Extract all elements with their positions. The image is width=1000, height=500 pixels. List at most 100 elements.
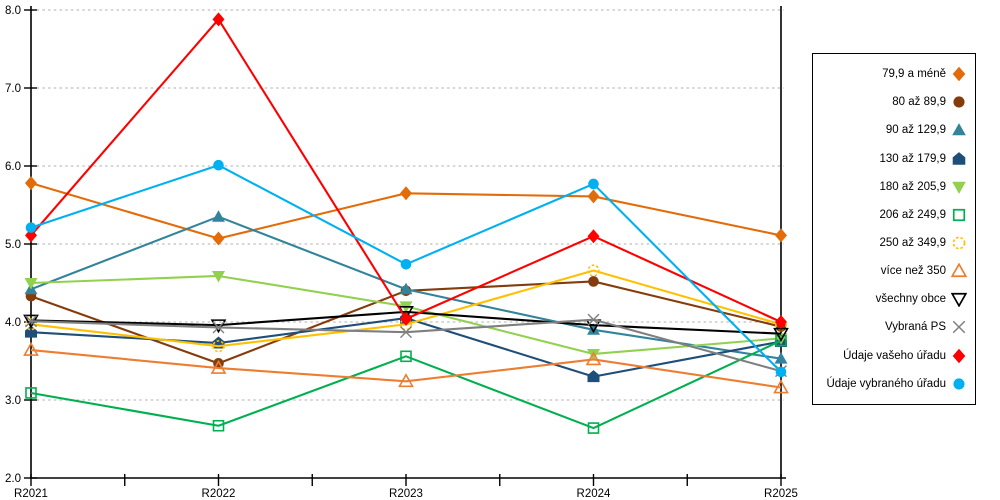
data-point <box>210 359 227 374</box>
series-8 <box>23 341 789 394</box>
pentagon-icon <box>952 151 966 165</box>
circle-open-dashed-icon <box>952 236 966 250</box>
legend-item: Údaje vašeho úřadu <box>817 348 967 364</box>
x-axis-tick-label: R2022 <box>202 488 236 500</box>
triangle-up-icon <box>952 123 966 136</box>
data-point <box>212 321 225 334</box>
circle-icon <box>953 378 965 390</box>
series-6 <box>25 334 787 434</box>
data-point <box>587 189 600 204</box>
data-point <box>775 366 787 378</box>
legend-label: Údaje vašeho úřadu <box>843 349 946 362</box>
triangle-down-icon <box>952 181 966 194</box>
data-point <box>212 270 225 283</box>
data-point <box>212 340 225 353</box>
y-axis-tick-label: 5.0 <box>5 239 21 251</box>
data-point <box>587 264 600 277</box>
legend-item: Vybraná PS <box>817 319 967 335</box>
series-line <box>30 18 782 323</box>
legend-item: všechny obce <box>817 291 967 308</box>
x-icon <box>952 321 966 334</box>
data-point <box>213 159 224 171</box>
y-axis-tick-label: 7.0 <box>5 83 21 95</box>
series-line <box>30 339 782 430</box>
data-point <box>212 210 225 222</box>
legend-label: 250 až 349,9 <box>879 237 946 250</box>
triangle-down-open-icon <box>951 293 967 308</box>
data-point <box>25 176 37 191</box>
data-point <box>400 186 412 201</box>
data-point <box>587 422 600 434</box>
data-point <box>212 419 225 432</box>
y-axis-tick-label: 8.0 <box>5 5 21 17</box>
y-axis-tick-label: 2.0 <box>5 473 21 485</box>
legend-label: 180 až 205,9 <box>879 180 946 193</box>
data-point <box>775 315 787 329</box>
data-point <box>773 379 789 394</box>
data-point <box>587 229 600 244</box>
data-point <box>25 387 37 399</box>
data-point <box>212 231 225 246</box>
data-point <box>774 352 788 364</box>
series-12 <box>25 159 787 378</box>
legend-item: Údaje vybraného úřadu <box>817 376 967 392</box>
y-axis-tick-label: 4.0 <box>5 317 21 329</box>
data-point <box>587 370 600 383</box>
legend-item: 130 až 179,9 <box>817 151 967 167</box>
legend-label: 206 až 249,9 <box>879 208 946 221</box>
data-point <box>398 373 414 388</box>
triangle-up-open-icon <box>951 263 967 278</box>
circle-icon <box>953 96 965 108</box>
series-line <box>30 310 782 335</box>
data-point <box>400 326 412 339</box>
legend-label: Údaje vybraného úřadu <box>826 377 946 390</box>
data-point <box>400 350 412 363</box>
diamond-icon <box>952 348 966 363</box>
legend-item: 206 až 249,9 <box>817 207 967 223</box>
legend-item: 79,9 a méně <box>817 66 967 82</box>
y-axis-tick-label: 6.0 <box>5 161 21 173</box>
data-point <box>24 318 38 331</box>
data-point <box>588 276 599 287</box>
y-axis-tick-label: 3.0 <box>5 395 21 407</box>
data-point <box>212 12 225 27</box>
data-point <box>23 341 39 356</box>
legend-item: 80 až 89,9 <box>817 94 967 110</box>
legend-label: Vybraná PS <box>885 321 946 334</box>
x-axis-tick-label: R2024 <box>577 488 611 500</box>
legend-item: 90 až 129,9 <box>817 122 967 138</box>
legend-label: více než 350 <box>880 265 946 278</box>
data-point <box>587 323 600 335</box>
data-point <box>210 319 227 334</box>
data-point <box>775 228 787 243</box>
series-1 <box>25 176 787 246</box>
data-point <box>25 222 37 233</box>
diamond-icon <box>952 66 966 82</box>
legend-label: 80 až 89,9 <box>892 96 946 109</box>
data-point <box>587 348 600 361</box>
legend-item: více než 350 <box>817 263 967 279</box>
series-11 <box>25 12 787 329</box>
x-axis-tick-label: R2025 <box>764 488 798 500</box>
series-line <box>30 349 782 389</box>
x-axis-tick-label: R2021 <box>14 488 48 500</box>
data-point <box>400 258 412 270</box>
legend-label: všechny obce <box>875 293 946 306</box>
x-axis-tick-label: R2023 <box>389 488 423 500</box>
data-point <box>399 282 413 295</box>
data-point <box>588 178 599 190</box>
legend-label: 79,9 a méně <box>882 68 946 81</box>
legend-item: 180 až 205,9 <box>817 179 967 195</box>
data-point <box>24 278 38 290</box>
data-point <box>400 311 412 326</box>
data-point <box>587 313 600 326</box>
data-point <box>585 351 602 366</box>
legend: 79,9 a méně 80 až 89,9 90 až 129,9 130 až 1… <box>812 53 976 405</box>
data-point <box>25 315 37 328</box>
legend-label: 130 až 179,9 <box>879 152 946 165</box>
legend-item: 250 až 349,9 <box>817 235 967 251</box>
square-open-icon <box>952 208 966 221</box>
legend-label: 90 až 129,9 <box>885 124 946 137</box>
